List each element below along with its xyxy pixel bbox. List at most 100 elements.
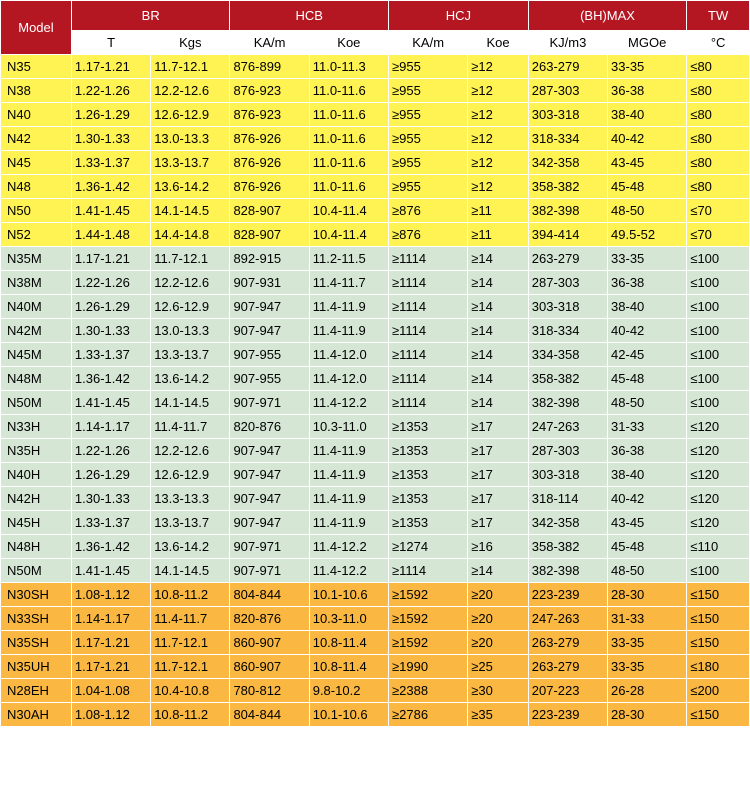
cell-value: 12.2-12.6 — [151, 439, 230, 463]
cell-value: ≥14 — [468, 367, 529, 391]
cell-value: 342-358 — [528, 511, 607, 535]
cell-model: N40M — [1, 295, 72, 319]
cell-value: 892-915 — [230, 247, 309, 271]
col-tw: TW — [687, 1, 750, 31]
table-row: N33H1.14-1.1711.4-11.7820-87610.3-11.0≥1… — [1, 415, 750, 439]
cell-value: 1.33-1.37 — [71, 511, 150, 535]
cell-value: ≥20 — [468, 583, 529, 607]
table-row: N42M1.30-1.3313.0-13.3907-94711.4-11.9≥1… — [1, 319, 750, 343]
cell-value: ≥14 — [468, 391, 529, 415]
cell-value: 10.4-11.4 — [309, 223, 388, 247]
cell-value: 342-358 — [528, 151, 607, 175]
cell-value: 907-955 — [230, 367, 309, 391]
cell-value: 10.4-11.4 — [309, 199, 388, 223]
cell-value: 48-50 — [608, 199, 687, 223]
table-row: N28EH1.04-1.0810.4-10.8780-8129.8-10.2≥2… — [1, 679, 750, 703]
cell-value: 11.7-12.1 — [151, 55, 230, 79]
table-row: N48M1.36-1.4213.6-14.2907-95511.4-12.0≥1… — [1, 367, 750, 391]
cell-value: ≥1114 — [389, 271, 468, 295]
cell-value: 907-947 — [230, 511, 309, 535]
cell-value: ≥955 — [389, 103, 468, 127]
cell-value: ≤100 — [687, 343, 750, 367]
table-row: N351.17-1.2111.7-12.1876-89911.0-11.3≥95… — [1, 55, 750, 79]
cell-value: ≥12 — [468, 79, 529, 103]
table-row: N35M1.17-1.2111.7-12.1892-91511.2-11.5≥1… — [1, 247, 750, 271]
cell-value: 9.8-10.2 — [309, 679, 388, 703]
cell-value: 10.8-11.4 — [309, 631, 388, 655]
cell-model: N48H — [1, 535, 72, 559]
table-row: N35H1.22-1.2612.2-12.6907-94711.4-11.9≥1… — [1, 439, 750, 463]
cell-value: ≥955 — [389, 79, 468, 103]
cell-value: 1.26-1.29 — [71, 295, 150, 319]
cell-value: 1.30-1.33 — [71, 487, 150, 511]
cell-value: ≥16 — [468, 535, 529, 559]
sub-degc: °C — [687, 31, 750, 55]
cell-value: 10.3-11.0 — [309, 415, 388, 439]
cell-value: 318-334 — [528, 127, 607, 151]
cell-value: 382-398 — [528, 559, 607, 583]
cell-value: 26-28 — [608, 679, 687, 703]
cell-value: ≥1592 — [389, 631, 468, 655]
cell-value: 40-42 — [608, 487, 687, 511]
cell-value: ≥1114 — [389, 319, 468, 343]
cell-value: ≤120 — [687, 487, 750, 511]
table-row: N521.44-1.4814.4-14.8828-90710.4-11.4≥87… — [1, 223, 750, 247]
cell-value: 287-303 — [528, 271, 607, 295]
cell-value: 11.4-12.2 — [309, 391, 388, 415]
cell-value: 40-42 — [608, 127, 687, 151]
cell-value: ≤100 — [687, 559, 750, 583]
cell-value: 33-35 — [608, 55, 687, 79]
cell-value: ≥14 — [468, 559, 529, 583]
cell-value: 11.4-12.0 — [309, 343, 388, 367]
cell-value: 28-30 — [608, 583, 687, 607]
cell-value: ≥1353 — [389, 439, 468, 463]
cell-value: 247-263 — [528, 415, 607, 439]
table-row: N451.33-1.3713.3-13.7876-92611.0-11.6≥95… — [1, 151, 750, 175]
cell-value: ≥1353 — [389, 463, 468, 487]
cell-value: ≥17 — [468, 463, 529, 487]
cell-value: ≤150 — [687, 583, 750, 607]
cell-value: 358-382 — [528, 175, 607, 199]
cell-value: ≤80 — [687, 79, 750, 103]
cell-value: 860-907 — [230, 631, 309, 655]
cell-value: 11.0-11.6 — [309, 79, 388, 103]
cell-value: 1.08-1.12 — [71, 703, 150, 727]
cell-value: ≥14 — [468, 247, 529, 271]
cell-value: 263-279 — [528, 247, 607, 271]
cell-value: 42-45 — [608, 343, 687, 367]
cell-value: 14.1-14.5 — [151, 199, 230, 223]
cell-value: 11.4-12.0 — [309, 367, 388, 391]
cell-value: 907-931 — [230, 271, 309, 295]
cell-value: ≥1114 — [389, 343, 468, 367]
cell-value: ≥12 — [468, 175, 529, 199]
cell-value: ≤80 — [687, 127, 750, 151]
cell-value: ≤80 — [687, 103, 750, 127]
cell-value: ≤100 — [687, 319, 750, 343]
cell-value: 1.17-1.21 — [71, 655, 150, 679]
cell-value: 907-955 — [230, 343, 309, 367]
table-row: N50M1.41-1.4514.1-14.5907-97111.4-12.2≥1… — [1, 391, 750, 415]
cell-value: 907-947 — [230, 463, 309, 487]
cell-value: 907-947 — [230, 295, 309, 319]
cell-value: ≥1114 — [389, 295, 468, 319]
sub-kam2: KA/m — [389, 31, 468, 55]
cell-value: ≥876 — [389, 199, 468, 223]
cell-value: 1.30-1.33 — [71, 319, 150, 343]
cell-value: 11.4-11.7 — [151, 415, 230, 439]
cell-value: 1.14-1.17 — [71, 607, 150, 631]
cell-value: 11.4-12.2 — [309, 559, 388, 583]
cell-value: ≤150 — [687, 607, 750, 631]
cell-value: 828-907 — [230, 199, 309, 223]
cell-value: 28-30 — [608, 703, 687, 727]
cell-value: 1.26-1.29 — [71, 103, 150, 127]
table-row: N30SH1.08-1.1210.8-11.2804-84410.1-10.6≥… — [1, 583, 750, 607]
col-model: Model — [1, 1, 72, 55]
cell-value: 1.14-1.17 — [71, 415, 150, 439]
cell-model: N40H — [1, 463, 72, 487]
cell-value: 907-971 — [230, 559, 309, 583]
cell-value: ≤120 — [687, 439, 750, 463]
cell-value: ≤120 — [687, 415, 750, 439]
cell-value: 11.4-11.7 — [309, 271, 388, 295]
sub-koe2: Koe — [468, 31, 529, 55]
cell-value: 13.6-14.2 — [151, 175, 230, 199]
